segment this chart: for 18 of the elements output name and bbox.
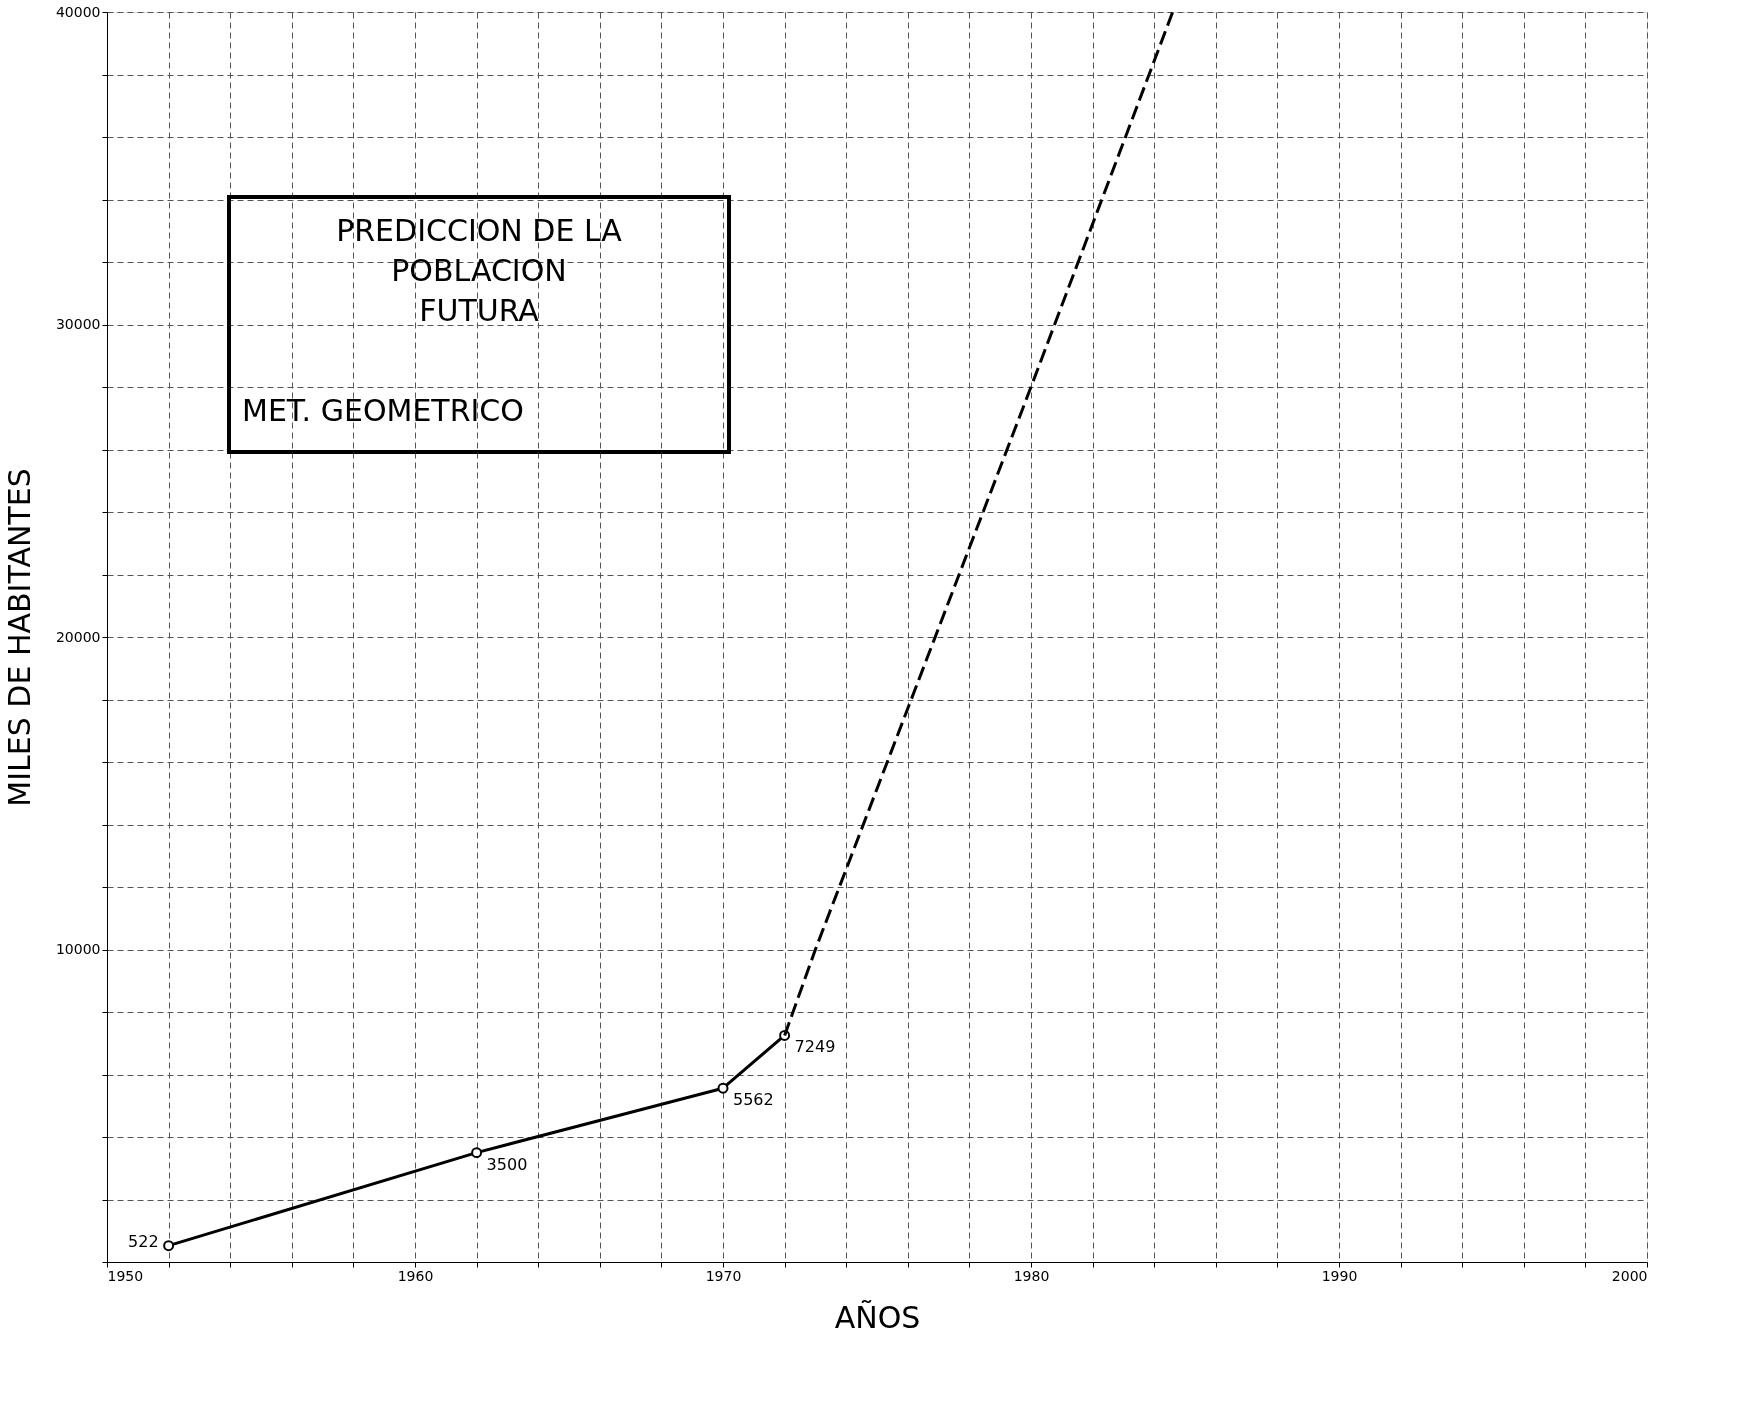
x-axis-title: AÑOS bbox=[834, 1299, 921, 1335]
x-tick-label: 2000 bbox=[1611, 1267, 1648, 1284]
data-label: 5562 bbox=[733, 1090, 774, 1110]
y-tick-label: 20000 bbox=[55, 628, 101, 645]
x-tick-label: 1950 bbox=[107, 1267, 144, 1284]
y-axis-title: MILES DE HABITANTES bbox=[1, 468, 37, 807]
text: MET. GEOMETRICO bbox=[242, 393, 524, 428]
data-label: 7249 bbox=[794, 1037, 836, 1057]
x-tick-label: 1990 bbox=[1321, 1267, 1358, 1284]
x-tick-label: 1960 bbox=[397, 1267, 434, 1284]
x-tick-label: 1980 bbox=[1013, 1267, 1050, 1284]
text: PREDICCION DE LA POBLACION FUTURA bbox=[336, 213, 623, 328]
y-tick-label: 30000 bbox=[55, 316, 101, 332]
y-tick-label: 40000 bbox=[55, 3, 101, 20]
data-label: 3500 bbox=[486, 1154, 528, 1174]
data-label: 522 bbox=[128, 1231, 159, 1251]
x-tick-label: 1970 bbox=[705, 1267, 742, 1284]
y-tick-label: 10000 bbox=[55, 941, 101, 957]
